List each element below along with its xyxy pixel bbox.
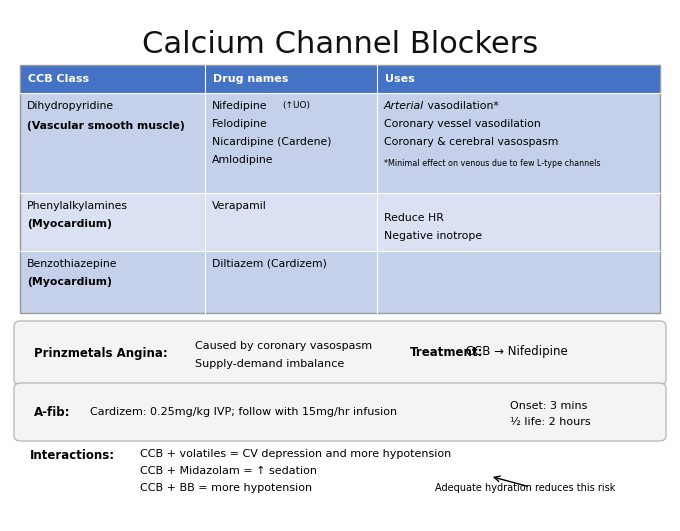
- Text: Supply-demand imbalance: Supply-demand imbalance: [195, 359, 344, 369]
- Text: Arterial: Arterial: [384, 101, 424, 111]
- Bar: [20, 251, 205, 313]
- Text: Amlodipine: Amlodipine: [212, 155, 273, 165]
- Bar: [377, 93, 660, 193]
- Text: CCB + BB = more hypotension: CCB + BB = more hypotension: [140, 483, 312, 493]
- Text: vasodilation*: vasodilation*: [424, 101, 498, 111]
- Bar: [20, 193, 205, 251]
- Text: Treatment:: Treatment:: [410, 346, 483, 358]
- Text: A-fib:: A-fib:: [34, 406, 71, 418]
- Text: Dihydropyridine: Dihydropyridine: [27, 101, 114, 111]
- Text: Adequate hydration reduces this risk: Adequate hydration reduces this risk: [435, 483, 615, 493]
- Text: Coronary & cerebral vasospasm: Coronary & cerebral vasospasm: [384, 137, 558, 147]
- Text: *Minimal effect on venous due to few L-type channels: *Minimal effect on venous due to few L-t…: [384, 159, 600, 168]
- Bar: [377, 193, 660, 251]
- Bar: [20, 65, 660, 313]
- Text: Uses: Uses: [385, 74, 415, 84]
- Text: CCB Class: CCB Class: [28, 74, 89, 84]
- Text: Onset: 3 mins: Onset: 3 mins: [510, 401, 588, 411]
- Bar: [205, 65, 377, 93]
- Text: Coronary vessel vasodilation: Coronary vessel vasodilation: [384, 119, 541, 129]
- Bar: [20, 93, 205, 193]
- Bar: [205, 193, 377, 251]
- Bar: [377, 65, 660, 93]
- Text: Caused by coronary vasospasm: Caused by coronary vasospasm: [195, 341, 372, 351]
- Text: CCB + volatiles = CV depression and more hypotension: CCB + volatiles = CV depression and more…: [140, 449, 452, 459]
- Text: Felodipine: Felodipine: [212, 119, 268, 129]
- Text: (↑UO): (↑UO): [282, 101, 310, 110]
- Bar: [377, 251, 660, 313]
- Text: Phenylalkylamines: Phenylalkylamines: [27, 201, 128, 211]
- Text: Negative inotrope: Negative inotrope: [384, 231, 482, 241]
- Bar: [20, 65, 205, 93]
- Text: (Myocardium): (Myocardium): [27, 277, 112, 287]
- Bar: [205, 251, 377, 313]
- Text: Diltiazem (Cardizem): Diltiazem (Cardizem): [212, 259, 327, 269]
- FancyBboxPatch shape: [14, 321, 666, 385]
- Text: CCB + Midazolam = ↑ sedation: CCB + Midazolam = ↑ sedation: [140, 466, 317, 476]
- Text: Prinzmetals Angina:: Prinzmetals Angina:: [34, 347, 168, 359]
- Text: Drug names: Drug names: [213, 74, 288, 84]
- Text: Interactions:: Interactions:: [30, 449, 115, 462]
- Text: Nifedipine: Nifedipine: [212, 101, 267, 111]
- Text: ½ life: 2 hours: ½ life: 2 hours: [510, 417, 591, 427]
- Text: Reduce HR: Reduce HR: [384, 213, 444, 223]
- Text: Nicardipine (Cardene): Nicardipine (Cardene): [212, 137, 332, 147]
- FancyBboxPatch shape: [14, 383, 666, 441]
- Text: Cardizem: 0.25mg/kg IVP; follow with 15mg/hr infusion: Cardizem: 0.25mg/kg IVP; follow with 15m…: [90, 407, 397, 417]
- Text: (Myocardium): (Myocardium): [27, 219, 112, 229]
- Text: Benzothiazepine: Benzothiazepine: [27, 259, 118, 269]
- Bar: [205, 93, 377, 193]
- Text: Calcium Channel Blockers: Calcium Channel Blockers: [142, 30, 538, 59]
- Text: (Vascular smooth muscle): (Vascular smooth muscle): [27, 121, 185, 131]
- Text: CCB → Nifedipine: CCB → Nifedipine: [462, 346, 568, 358]
- Text: Verapamil: Verapamil: [212, 201, 267, 211]
